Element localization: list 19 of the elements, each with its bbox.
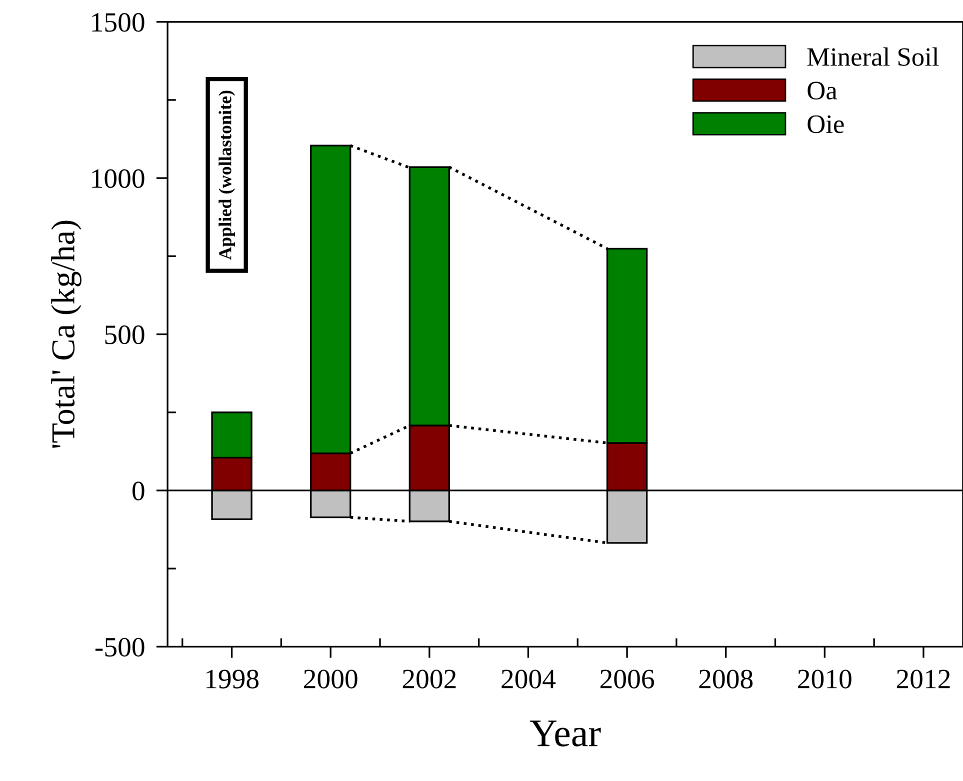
y-tick-label: 1000 <box>92 169 144 188</box>
y-tick-label: 500 <box>105 325 144 344</box>
x-tick-label: 2004 <box>502 670 556 688</box>
x-axis-title: Year <box>530 720 601 746</box>
y-tick-label: -500 <box>95 638 144 657</box>
legend-label: Oa <box>808 82 837 100</box>
legend-label: Mineral Soil <box>807 47 939 66</box>
y-tick-label: 0 <box>132 482 144 500</box>
x-tick-label: 1998 <box>206 670 259 688</box>
x-tick-label: 2012 <box>896 670 950 688</box>
x-tick-label: 2006 <box>600 670 654 688</box>
x-tick-label: 2008 <box>699 670 753 688</box>
x-tick-label: 2010 <box>798 670 852 688</box>
y-tick-label: 1500 <box>92 13 144 32</box>
annotation: Applied (wollastonite) <box>218 90 236 260</box>
legend-label: Oie <box>808 115 844 134</box>
x-tick-label: 2002 <box>402 670 456 688</box>
y-axis-title: 'Total' Ca (kg/ha) <box>51 220 82 448</box>
x-tick-label: 2000 <box>304 670 358 688</box>
